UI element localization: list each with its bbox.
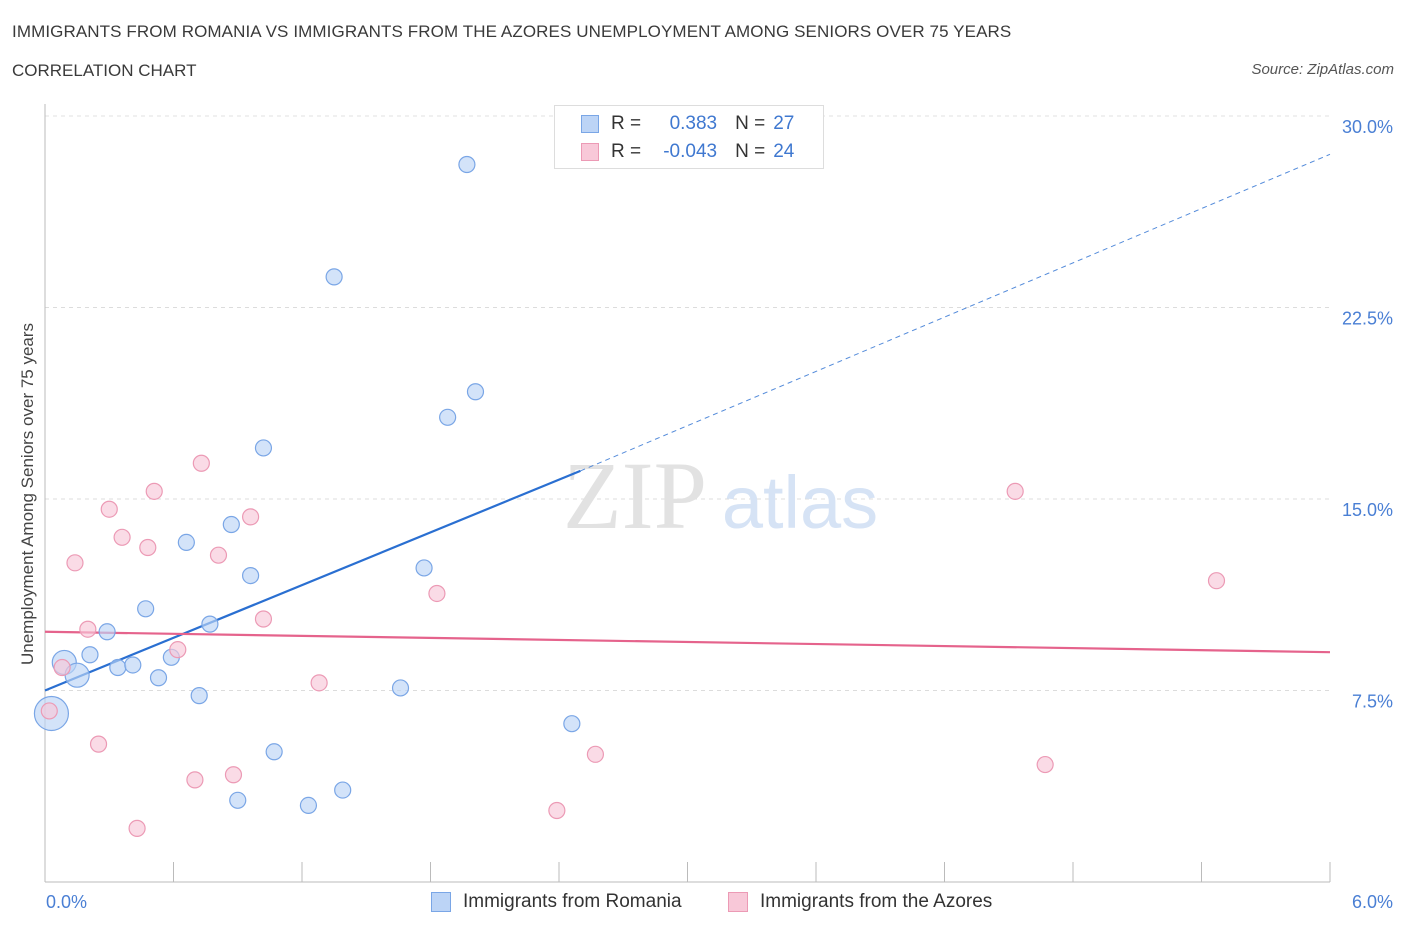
legend-r-value: 0.383 (669, 113, 718, 134)
point-azores (113, 528, 131, 546)
point-romania (201, 615, 219, 633)
tick-labels: 7.5% 15.0% 22.5% 30.0% 0.0% 6.0% (46, 117, 1393, 912)
point-azores (40, 702, 58, 720)
legend-r-label: R = (611, 113, 642, 134)
point-romania (98, 623, 116, 641)
series-swatch-romania (431, 892, 451, 912)
point-azores (310, 674, 328, 692)
point-romania (177, 533, 195, 552)
point-azores (586, 745, 605, 763)
point-azores (1006, 482, 1024, 500)
trend-lines (44, 153, 1331, 692)
point-romania (190, 687, 208, 705)
point-azores (242, 508, 260, 526)
point-romania (149, 669, 168, 687)
gridlines (45, 115, 1330, 691)
legend-swatch-romania (581, 115, 599, 133)
point-azores (1036, 755, 1054, 774)
point-azores (100, 500, 118, 518)
point-romania (124, 656, 142, 674)
point-romania (242, 566, 260, 585)
point-azores (169, 641, 187, 659)
y-tick-label: 7.5% (1352, 692, 1393, 712)
point-azores (186, 771, 204, 789)
point-azores (66, 554, 84, 572)
legend-n-value: 27 (773, 113, 795, 134)
point-romania (334, 781, 352, 799)
point-romania (299, 796, 318, 815)
legend-row-azores: R = -0.043 N = 24 (581, 138, 794, 166)
series-legend-romania: Immigrants from Romania (431, 888, 682, 916)
point-azores (254, 610, 273, 628)
point-azores (139, 538, 157, 557)
point-romania (81, 646, 99, 664)
series-label-azores: Immigrants from the Azores (760, 891, 993, 912)
point-azores (128, 819, 146, 837)
point-azores (548, 801, 566, 820)
watermark-atlas: atlas (722, 461, 878, 544)
point-romania (466, 383, 485, 401)
point-azores (428, 584, 446, 603)
point-romania (265, 743, 283, 761)
legend-row-romania: R = 0.383 N = 27 (581, 110, 794, 138)
legend-n-label: N = (735, 141, 766, 162)
source-label: Source: ZipAtlas.com (1251, 61, 1394, 78)
correlation-legend: R = 0.383 N = 27 R = -0.043 N = 24 (554, 105, 824, 169)
x-tick-label: 6.0% (1352, 892, 1393, 912)
point-romania (439, 408, 457, 426)
point-azores (145, 482, 163, 500)
trend-line-romania-extension (580, 153, 1331, 472)
trend-line-romania (44, 469, 581, 692)
point-azores (53, 658, 71, 677)
point-azores (1207, 572, 1226, 590)
legend-n-label: N = (735, 113, 766, 134)
point-azores (209, 546, 228, 564)
chart-subtitle: CORRELATION CHART (12, 61, 197, 80)
point-azores (79, 620, 97, 638)
point-romania (109, 658, 127, 677)
y-tick-label: 15.0% (1342, 500, 1393, 520)
point-azores (192, 454, 210, 472)
y-tick-label: 22.5% (1342, 309, 1393, 329)
axes (44, 104, 1331, 883)
point-azores (224, 766, 243, 784)
point-romania (137, 600, 155, 618)
series-swatch-azores (728, 892, 748, 912)
legend-r-label: R = (611, 141, 642, 162)
legend-r-value: -0.043 (663, 141, 718, 162)
series-label-romania: Immigrants from Romania (463, 891, 682, 912)
point-romania (415, 559, 433, 577)
point-romania (563, 715, 581, 733)
legend-n-value: 24 (773, 141, 795, 162)
chart-title: IMMIGRANTS FROM ROMANIA VS IMMIGRANTS FR… (12, 22, 1012, 41)
point-romania (229, 791, 247, 809)
x-tick-label: 0.0% (46, 892, 87, 912)
point-romania (254, 439, 273, 457)
series-legend-azores: Immigrants from the Azores (728, 888, 992, 916)
y-tick-label: 30.0% (1342, 117, 1393, 137)
point-azores (89, 735, 108, 753)
point-romania (325, 268, 343, 286)
watermark-zip: ZIP (563, 442, 707, 549)
legend-swatch-azores (581, 143, 599, 161)
data-points (33, 155, 1226, 837)
point-romania (391, 679, 410, 697)
point-romania (458, 155, 476, 174)
trend-line-azores (44, 630, 1331, 654)
point-romania (222, 515, 240, 534)
